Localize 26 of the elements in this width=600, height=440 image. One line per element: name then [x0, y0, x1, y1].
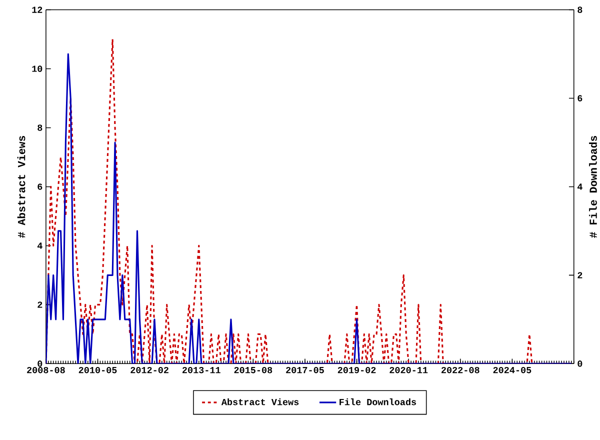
- x-tick-label: 2024-05: [493, 366, 532, 374]
- y-tick-label: 12: [32, 6, 42, 13]
- legend-label: File Downloads: [340, 398, 416, 406]
- y-tick-label: 10: [32, 66, 42, 72]
- y-tick-label: 2: [38, 302, 42, 308]
- x-tick-label: 2019-02: [338, 366, 376, 374]
- y-tick-label: 0: [38, 360, 42, 367]
- x-tick-label: 2017-05: [286, 366, 324, 374]
- y-axis-title: # Abstract Views: [17, 136, 26, 238]
- y-tick-label: 8: [38, 124, 42, 131]
- y2-tick-label: 8: [578, 6, 582, 13]
- y2-tick-label: 2: [578, 272, 582, 278]
- y2-tick-label: 6: [578, 95, 582, 102]
- y2-axis-title: # File Downloads: [589, 136, 597, 238]
- x-tick-label: 2013-11: [182, 366, 220, 374]
- y2-tick-label: 4: [577, 184, 582, 190]
- x-tick-label: 2010-05: [78, 366, 117, 374]
- legend-label: Abstract Views: [221, 398, 299, 406]
- x-tick-label: 2020-11: [390, 366, 428, 374]
- y2-tick-label: 0: [578, 360, 582, 367]
- x-tick-label: 2015-08: [234, 366, 272, 374]
- y-tick-label: 6: [38, 184, 42, 190]
- x-tick-label: 2008-08: [27, 366, 65, 374]
- x-tick-label: 2012-02: [130, 366, 168, 374]
- y-tick-label: 4: [37, 242, 42, 249]
- x-tick-label: 2022-08: [442, 366, 480, 374]
